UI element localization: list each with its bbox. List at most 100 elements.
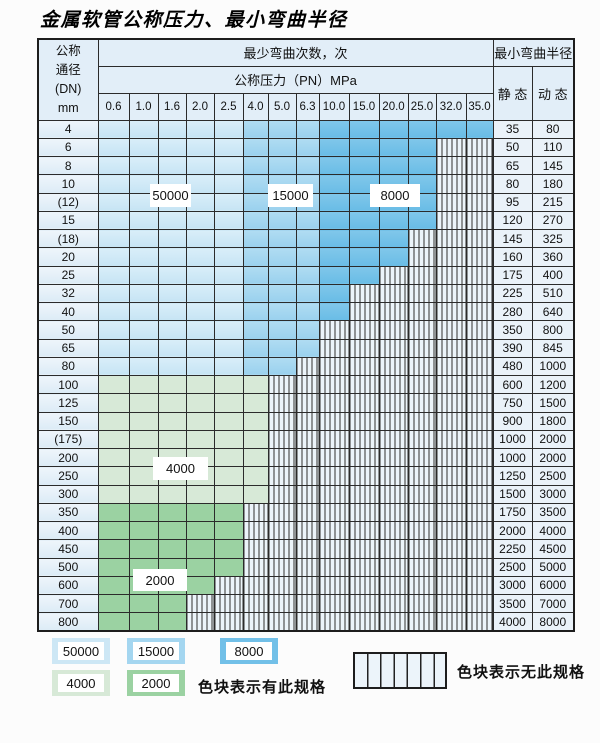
pressure-cell [213,484,244,504]
pressure-cell [213,155,244,176]
static-radius-cell: 80 [492,174,533,194]
pressure-cell [157,119,187,139]
pressure-cell [295,137,320,158]
pressure-cell [407,520,437,541]
static-radius-cell: 3500 [492,593,533,614]
pressure-cell [407,539,437,559]
pressure-cell [213,320,244,340]
pressure-cell [407,155,437,176]
pressure-cell [435,265,467,285]
pressure-cell [318,228,350,249]
pressure-cell [97,192,130,212]
table-row: 800 4000 8000 [37,612,575,632]
pressure-cell [348,520,380,541]
dn-cell: 350 [37,502,99,523]
pressure-cell [348,338,380,358]
pressure-cell [157,301,187,322]
pressure-tick: 25.0 [407,92,437,121]
pressure-cell [435,393,467,413]
pressure-cell [435,575,467,596]
pressure-cell [213,374,244,395]
pressure-cell [465,466,494,486]
dynamic-radius-cell: 510 [531,283,575,304]
table-row: 100 600 1200 [37,374,575,395]
pressure-cell [185,301,215,322]
pressure-cell [213,338,244,358]
pressure-cell [128,155,159,176]
static-radius-cell: 2250 [492,539,533,559]
pressure-cell [213,137,244,158]
pressure-cell [213,228,244,249]
table-row: 300 1500 3000 [37,484,575,504]
pressure-tick: 35.0 [465,92,494,121]
pressure-cell [348,593,380,614]
pressure-cell [213,283,244,304]
header-pressure: 公称压力（PN）MPa [97,65,494,94]
table-row: 25 175 400 [37,265,575,285]
pressure-cell [407,374,437,395]
pressure-cell [242,119,269,139]
pressure-cell [213,612,244,632]
pressure-tick: 1.6 [157,92,187,121]
table-row: 32 225 510 [37,283,575,304]
pressure-cell [435,502,467,523]
dn-cell: 250 [37,466,99,486]
pressure-cell [435,356,467,377]
legend-swatch: 8000 [220,638,278,664]
pressure-cell [97,374,130,395]
pressure-cell [378,356,409,377]
dynamic-radius-cell: 4500 [531,539,575,559]
dn-cell: 32 [37,283,99,304]
pressure-cell [295,429,320,450]
pressure-cell [157,320,187,340]
pressure-cell [465,338,494,358]
pressure-cell [435,520,467,541]
pressure-cell [435,137,467,158]
dn-cell: 600 [37,575,99,596]
pressure-cell [407,429,437,450]
pressure-cell [295,612,320,632]
legend-swatch: 15000 [127,638,185,664]
pressure-cell [465,265,494,285]
pressure-cell [465,539,494,559]
pressure-cell [348,612,380,632]
pressure-cell [97,502,130,523]
pressure-cell [242,301,269,322]
pressure-cell [407,137,437,158]
pressure-cell [213,247,244,267]
cycle-count-label: 50000 [150,184,191,207]
pressure-cell [435,192,467,212]
pressure-cell [267,247,297,267]
table-row: 250 1250 2500 [37,466,575,486]
pressure-cell [465,174,494,194]
pressure-tick: 4.0 [242,92,269,121]
pressure-cell [318,192,350,212]
pressure-cell [185,265,215,285]
pressure-cell [128,374,159,395]
pressure-cell [378,137,409,158]
pressure-cell [435,374,467,395]
static-radius-cell: 35 [492,119,533,139]
pressure-cell [465,429,494,450]
pressure-cell [378,447,409,468]
pressure-cell [267,466,297,486]
pressure-cell [242,539,269,559]
pressure-cell [465,557,494,577]
table-row: 400 2000 4000 [37,520,575,541]
pressure-cell [318,393,350,413]
pressure-cell [465,575,494,596]
static-radius-cell: 390 [492,338,533,358]
pressure-cell [407,283,437,304]
static-radius-cell: 145 [492,228,533,249]
pressure-cell [435,210,467,231]
cycle-count-label: 8000 [370,184,420,207]
pressure-cell [378,520,409,541]
static-radius-cell: 1000 [492,429,533,450]
pressure-cell [407,393,437,413]
pressure-cell [435,557,467,577]
pressure-cell [97,429,130,450]
pressure-cell [295,283,320,304]
pressure-cell [348,502,380,523]
pressure-tick: 5.0 [267,92,297,121]
pressure-cell [213,593,244,614]
